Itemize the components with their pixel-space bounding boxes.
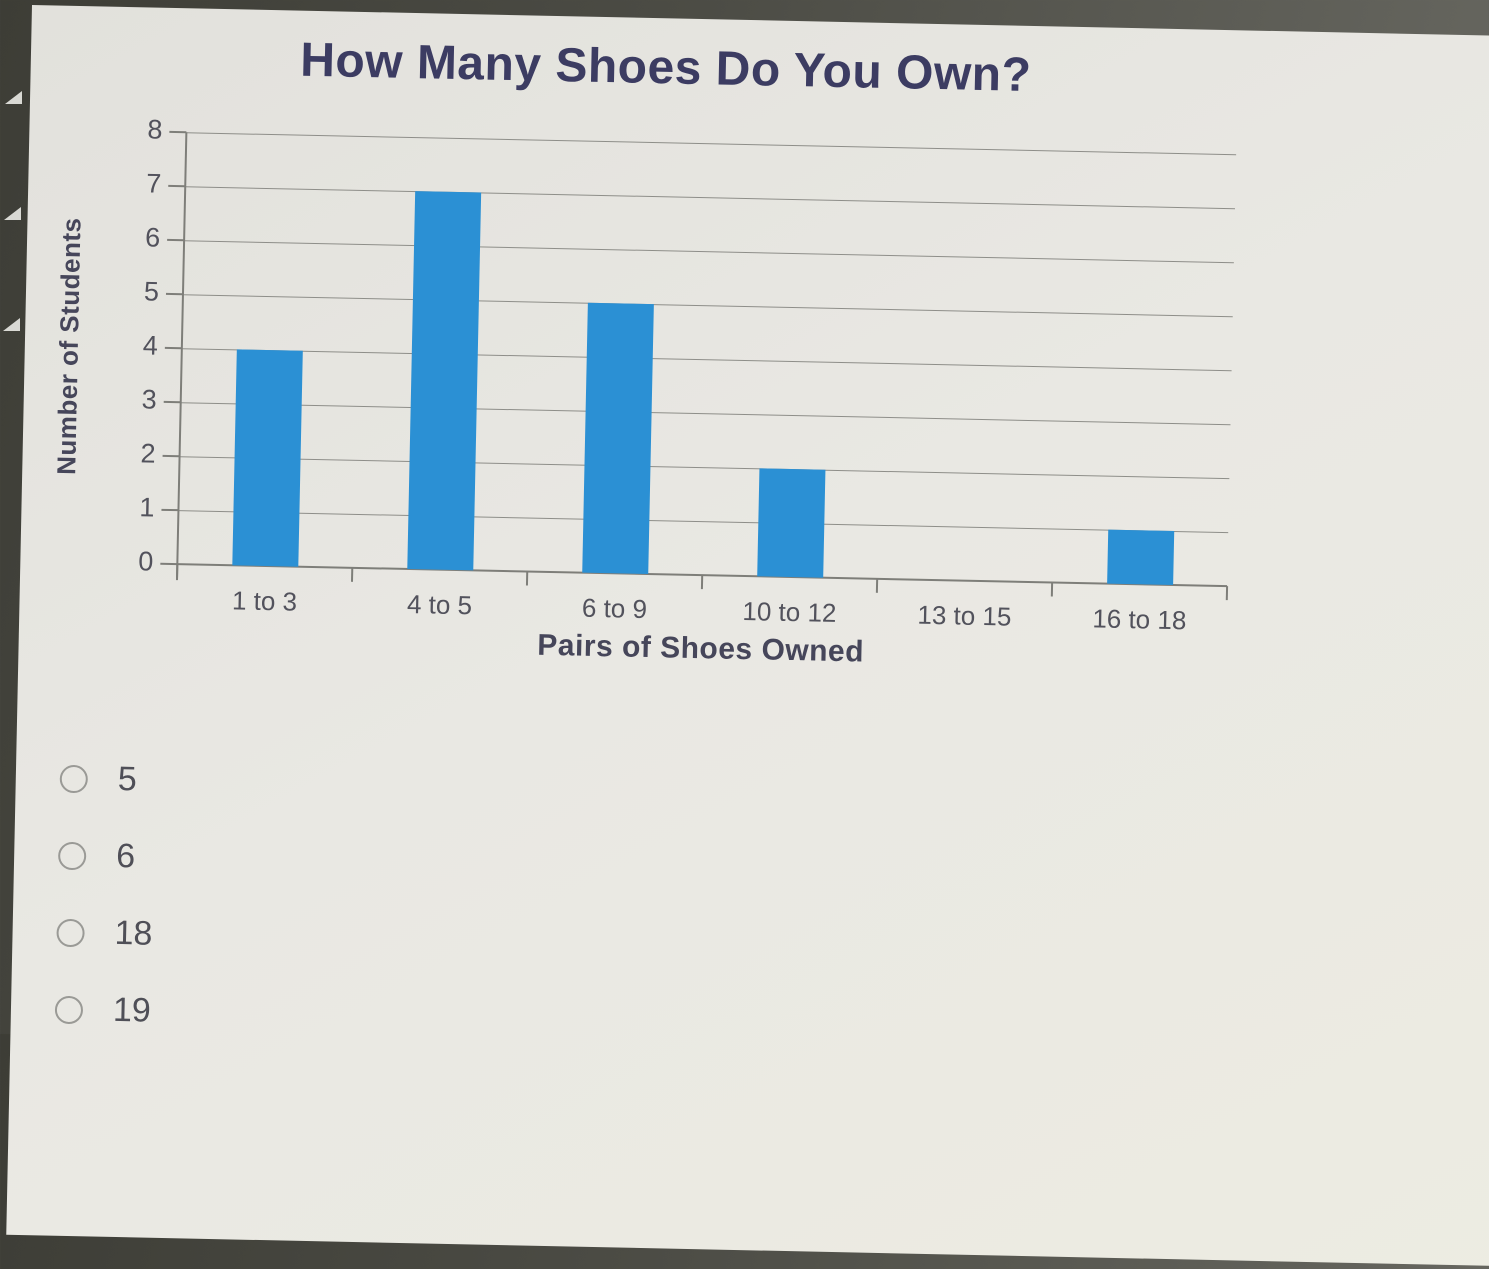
bar-4-to-5 (406, 191, 481, 571)
y-axis-tick (162, 454, 180, 458)
answer-option-6[interactable]: 6 (57, 836, 155, 877)
quiz-panel: How Many Shoes Do You Own? Number of Stu… (6, 5, 1489, 1269)
plot-area: 0 1 2 3 4 5 6 7 8 1 to 3 4 to 5 6 to 9 10 to 12 13 to… (138, 114, 1237, 635)
option-label: 5 (117, 759, 138, 799)
answer-option-18[interactable]: 18 (56, 913, 153, 954)
y-axis-tick (163, 400, 181, 404)
gridline (186, 132, 1237, 156)
x-tick-label: 16 to 18 (1092, 603, 1187, 636)
x-tick-label: 10 to 12 (742, 596, 837, 628)
photo-frame: How Many Shoes Do You Own? Number of Stu… (3, 5, 1489, 1269)
chart-title: How Many Shoes Do You Own? (299, 33, 1032, 102)
y-tick-label: 4 (142, 330, 159, 361)
y-tick-label: 7 (145, 168, 162, 199)
x-tick-label: 4 to 5 (406, 588, 473, 621)
answer-option-19[interactable]: 19 (54, 990, 152, 1031)
gridline (180, 402, 1231, 426)
radio-button[interactable] (59, 764, 89, 793)
x-tick-label: 1 to 3 (231, 585, 298, 617)
x-axis-tick (875, 578, 879, 593)
x-axis-tick (1225, 586, 1229, 601)
bar-1-to-3 (231, 349, 303, 567)
y-axis-tick (165, 292, 183, 296)
y-axis-line (175, 132, 188, 581)
gridline (178, 510, 1229, 534)
x-tick-label: 13 to 15 (917, 599, 1012, 632)
bezel-arrow-icon (5, 91, 22, 104)
y-axis-tick (160, 562, 178, 566)
y-tick-label: 1 (139, 492, 155, 523)
y-axis-tick (168, 184, 186, 188)
y-tick-label: 6 (144, 222, 161, 253)
x-axis-tick (176, 564, 179, 579)
option-label: 19 (112, 990, 152, 1030)
y-tick-label: 3 (141, 384, 158, 415)
radio-button[interactable] (57, 841, 87, 870)
answer-option-5[interactable]: 5 (59, 759, 156, 800)
radio-button[interactable] (56, 918, 85, 947)
x-axis-tick (350, 567, 354, 582)
bezel-arrow-icon (4, 207, 21, 220)
gridline (184, 240, 1234, 264)
gridline (182, 294, 1233, 318)
y-tick-label: 2 (140, 438, 156, 469)
y-axis-tick (164, 346, 182, 350)
x-axis-tick (1050, 582, 1054, 597)
y-axis-tick (169, 130, 187, 134)
bar-6-to-9 (581, 302, 654, 575)
gridline (179, 456, 1230, 480)
y-axis-tick (161, 508, 179, 512)
y-tick-label: 8 (147, 114, 163, 145)
bar-16-to-18 (1106, 529, 1174, 586)
y-axis-tick (167, 238, 185, 242)
x-tick-label: 6 to 9 (581, 592, 648, 625)
y-tick-label: 0 (138, 546, 154, 577)
answer-options: 5 6 18 19 (54, 759, 156, 1031)
option-label: 6 (115, 836, 136, 876)
bar-chart: Number of Students 0 1 2 3 4 5 6 7 8 1 to 3 4 to 5… (51, 114, 1237, 669)
x-axis-tick (700, 575, 704, 590)
option-label: 18 (114, 913, 153, 953)
bezel-arrow-icon (3, 318, 20, 331)
radio-button[interactable] (54, 995, 84, 1024)
y-axis-label: Number of Students (51, 216, 87, 475)
y-tick-label: 5 (143, 276, 160, 307)
x-axis-tick (525, 571, 529, 586)
bar-10-to-12 (756, 468, 825, 578)
gridline (181, 348, 1232, 372)
gridline (185, 186, 1236, 210)
